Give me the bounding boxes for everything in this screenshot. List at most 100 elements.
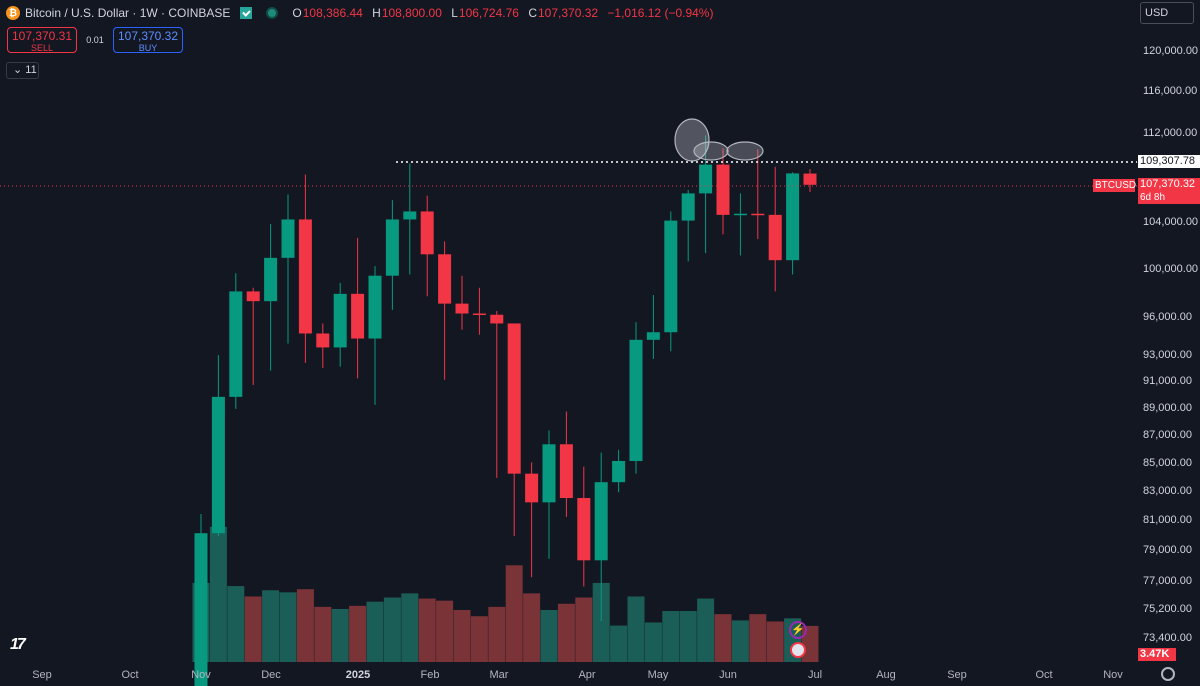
candle-body — [699, 164, 713, 194]
volume-bar — [453, 610, 471, 662]
x-tick-label: Sep — [947, 669, 967, 681]
volume-bar — [557, 603, 575, 662]
ai-spark-icon[interactable]: ⚡ — [789, 621, 807, 639]
volume-bar — [279, 592, 297, 662]
y-tick-label: 91,000.00 — [1143, 375, 1192, 388]
candle-body — [490, 314, 504, 324]
candle-body — [507, 323, 521, 474]
candle-body — [664, 220, 678, 333]
candle-body — [455, 303, 469, 314]
volume-bar — [331, 608, 349, 662]
volume-bar — [749, 614, 767, 662]
x-tick-label: May — [647, 669, 669, 681]
y-tick-label: 81,000.00 — [1143, 514, 1192, 527]
volume-bar — [697, 598, 715, 662]
y-tick-label: 96,000.00 — [1143, 311, 1192, 324]
candle-body — [385, 219, 399, 276]
y-tick-label: 116,000.00 — [1143, 85, 1198, 98]
volume-bar — [662, 611, 680, 662]
candle-body — [629, 339, 643, 461]
x-tick-label: 2025 — [345, 669, 371, 681]
volume-bar — [610, 625, 628, 662]
y-tick-label: 73,400.00 — [1143, 632, 1192, 644]
candle-body — [281, 219, 295, 258]
candle-body — [246, 291, 260, 302]
candle-body — [612, 460, 626, 483]
volume-bar — [366, 601, 384, 662]
sell-button[interactable]: 107,370.31 SELL — [7, 27, 77, 53]
y-tick-label: 79,000.00 — [1143, 544, 1192, 557]
x-tick-label: Nov — [1103, 669, 1123, 681]
candle-body — [751, 213, 765, 216]
spread-value: 0.01 — [86, 35, 104, 45]
y-tick-label: 120,000.00 — [1143, 45, 1199, 57]
last-price-tag: 107,370.32 6d 8h — [1138, 178, 1200, 204]
candle-body — [733, 213, 747, 216]
volume-bar — [470, 616, 488, 662]
candle-body — [681, 193, 695, 221]
candle-body — [316, 333, 330, 348]
volume-bar — [505, 565, 523, 662]
volume-bar — [679, 611, 697, 662]
volume-bar — [488, 606, 506, 662]
volume-bar — [627, 596, 645, 662]
candle-body — [264, 257, 278, 302]
y-tick-label: 89,000.00 — [1143, 401, 1192, 414]
us-flag-icon[interactable] — [790, 642, 806, 658]
candle-body — [525, 473, 539, 503]
indicators-toggle[interactable]: ⌄ 11 — [6, 62, 39, 79]
x-tick-label: Mar — [489, 669, 509, 681]
y-tick-label: 112,000.00 — [1143, 127, 1198, 140]
volume-bar — [227, 586, 245, 662]
x-tick-label: Aug — [876, 669, 896, 681]
candle-body — [542, 444, 556, 503]
y-tick-label: 87,000.00 — [1143, 429, 1192, 441]
volume-bar — [296, 589, 314, 662]
x-tick-label: Sep — [32, 669, 52, 681]
candle-body — [333, 293, 347, 348]
x-tick-label: Jun — [719, 669, 737, 681]
candle-body — [577, 497, 591, 561]
x-tick-label: Oct — [1035, 669, 1053, 681]
candle-body — [646, 332, 660, 340]
symbol-legend[interactable]: ₿ Bitcoin / U.S. Dollar · 1W · COINBASE … — [6, 5, 713, 21]
x-tick-label: Feb — [420, 669, 440, 681]
volume-bar — [540, 610, 558, 662]
settings-gear-icon[interactable] — [1161, 667, 1175, 681]
candle-body — [351, 293, 365, 339]
volume-bar — [401, 593, 419, 662]
y-tick-label: 93,000.00 — [1143, 349, 1192, 362]
candle-body — [472, 313, 486, 315]
candle-body — [420, 211, 434, 255]
volume-layer — [192, 526, 819, 662]
volume-bar — [436, 600, 454, 662]
volume-bar — [383, 597, 401, 662]
x-tick-label: Nov — [191, 669, 211, 681]
x-tick-label: Apr — [578, 669, 596, 681]
candle-body — [438, 254, 452, 304]
volume-bar — [766, 621, 784, 662]
y-tick-label: 104,000.00 — [1143, 215, 1199, 228]
buy-button[interactable]: 107,370.32 BUY — [113, 27, 183, 53]
green-flag-icon[interactable] — [240, 7, 253, 19]
candle-body — [403, 211, 417, 220]
volume-tag: 3.47K — [1138, 648, 1176, 661]
line-level-tag: 109,307.78 — [1138, 155, 1200, 168]
market-status-icon[interactable] — [266, 7, 279, 19]
volume-bar — [644, 622, 662, 662]
volume-bar — [209, 526, 227, 662]
candles-layer — [194, 135, 817, 686]
currency-select[interactable]: USD — [1140, 2, 1194, 24]
volume-bar — [801, 625, 819, 662]
tradingview-logo[interactable]: 17 — [10, 636, 26, 653]
y-tick-label: 75,200.00 — [1143, 603, 1192, 616]
candle-body — [211, 396, 225, 534]
volume-bar — [575, 597, 593, 662]
candle-body — [368, 275, 382, 339]
top-marker-ellipse-3 — [726, 141, 764, 161]
candle-body — [229, 291, 243, 397]
x-tick-label: Dec — [261, 669, 281, 681]
symbol-title[interactable]: Bitcoin / U.S. Dollar · 1W · COINBASE — [25, 6, 231, 20]
volume-bar — [244, 596, 262, 662]
